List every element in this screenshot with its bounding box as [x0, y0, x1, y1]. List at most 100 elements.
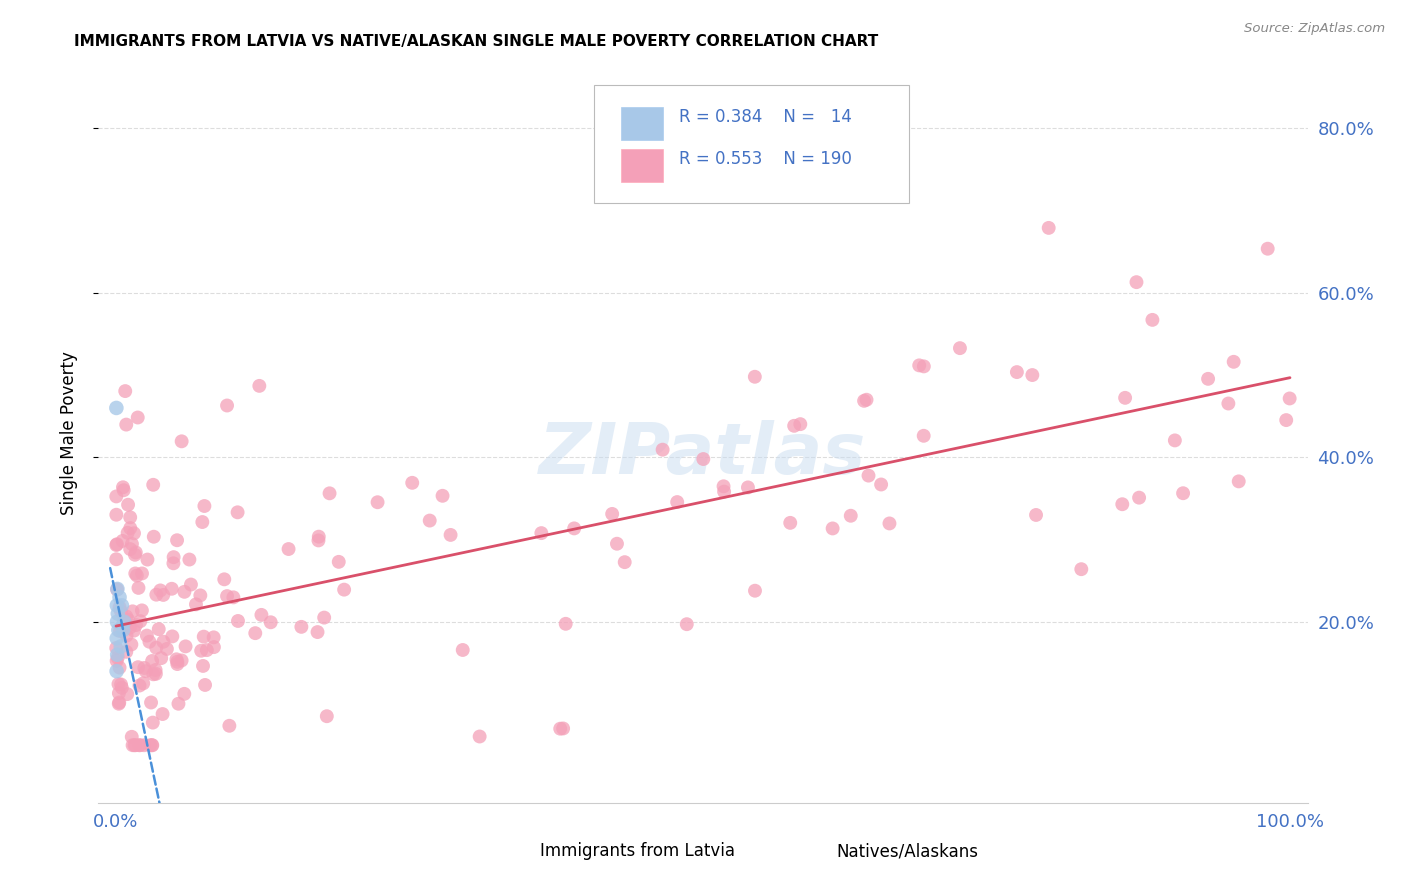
- Point: [1227, 475, 1250, 489]
- Point: [1278, 392, 1301, 406]
- Point: [247, 379, 270, 393]
- Point: [107, 623, 129, 637]
- Point: [107, 697, 129, 711]
- Point: [129, 738, 152, 752]
- Point: [108, 624, 131, 638]
- Point: [149, 583, 172, 598]
- Point: [120, 510, 142, 524]
- Point: [105, 632, 128, 646]
- Point: [121, 730, 143, 744]
- Point: [1275, 413, 1298, 427]
- Point: [148, 622, 170, 636]
- Point: [112, 615, 135, 629]
- Point: [152, 588, 174, 602]
- Point: [180, 577, 202, 591]
- Point: [600, 507, 623, 521]
- Point: [250, 607, 273, 622]
- Point: [713, 479, 735, 493]
- Text: R = 0.553    N = 190: R = 0.553 N = 190: [679, 150, 852, 168]
- Point: [131, 603, 153, 617]
- Point: [111, 480, 134, 494]
- Point: [737, 480, 759, 494]
- Point: [170, 653, 193, 667]
- Point: [184, 598, 207, 612]
- Point: [218, 719, 240, 733]
- Point: [562, 521, 585, 535]
- Point: [367, 495, 389, 509]
- Point: [165, 652, 187, 666]
- Point: [122, 624, 145, 638]
- Point: [214, 572, 236, 586]
- Point: [606, 537, 628, 551]
- Point: [108, 696, 131, 710]
- Point: [666, 495, 689, 509]
- Point: [162, 556, 184, 570]
- Point: [870, 477, 893, 491]
- Point: [613, 555, 636, 569]
- Text: Source: ZipAtlas.com: Source: ZipAtlas.com: [1244, 22, 1385, 36]
- Point: [107, 607, 129, 621]
- Point: [142, 667, 165, 681]
- Point: [125, 618, 148, 632]
- Point: [108, 600, 131, 615]
- Point: [1114, 391, 1136, 405]
- Point: [105, 640, 128, 655]
- Point: [333, 582, 356, 597]
- Point: [166, 655, 188, 669]
- Point: [174, 640, 197, 654]
- Point: [115, 629, 138, 643]
- Point: [1171, 486, 1194, 500]
- Point: [1005, 365, 1028, 379]
- Point: [1025, 508, 1047, 522]
- Point: [105, 508, 128, 522]
- Point: [202, 640, 225, 654]
- Point: [124, 738, 146, 752]
- Point: [105, 401, 128, 415]
- Point: [166, 657, 188, 671]
- Point: [105, 664, 128, 678]
- Text: Natives/Alaskans: Natives/Alaskans: [837, 842, 979, 860]
- Point: [145, 640, 167, 655]
- Point: [121, 738, 143, 752]
- Point: [117, 525, 139, 540]
- Point: [124, 548, 146, 562]
- Point: [127, 410, 149, 425]
- Point: [105, 552, 128, 566]
- Point: [191, 659, 214, 673]
- Point: [105, 582, 128, 597]
- Y-axis label: Single Male Poverty: Single Male Poverty: [59, 351, 77, 515]
- Point: [132, 676, 155, 690]
- Point: [105, 538, 128, 552]
- Point: [1128, 491, 1150, 505]
- Point: [107, 582, 129, 596]
- Point: [142, 530, 165, 544]
- Point: [115, 417, 138, 432]
- Point: [142, 478, 165, 492]
- Point: [173, 584, 195, 599]
- Point: [160, 582, 183, 596]
- Point: [451, 643, 474, 657]
- Point: [190, 644, 212, 658]
- Point: [195, 643, 218, 657]
- Point: [142, 715, 165, 730]
- Point: [855, 392, 877, 407]
- Point: [141, 654, 163, 668]
- Point: [553, 722, 575, 736]
- Point: [314, 610, 336, 624]
- Point: [141, 738, 163, 752]
- Point: [150, 651, 173, 665]
- Point: [260, 615, 283, 630]
- Point: [853, 393, 876, 408]
- Point: [145, 663, 167, 677]
- Point: [117, 687, 139, 701]
- Point: [1218, 396, 1240, 410]
- Point: [105, 654, 128, 668]
- Point: [118, 621, 141, 635]
- Point: [152, 706, 174, 721]
- Point: [127, 660, 149, 674]
- Point: [191, 515, 214, 529]
- FancyBboxPatch shape: [621, 149, 664, 182]
- Point: [127, 581, 149, 595]
- Point: [105, 648, 128, 662]
- Point: [105, 537, 128, 551]
